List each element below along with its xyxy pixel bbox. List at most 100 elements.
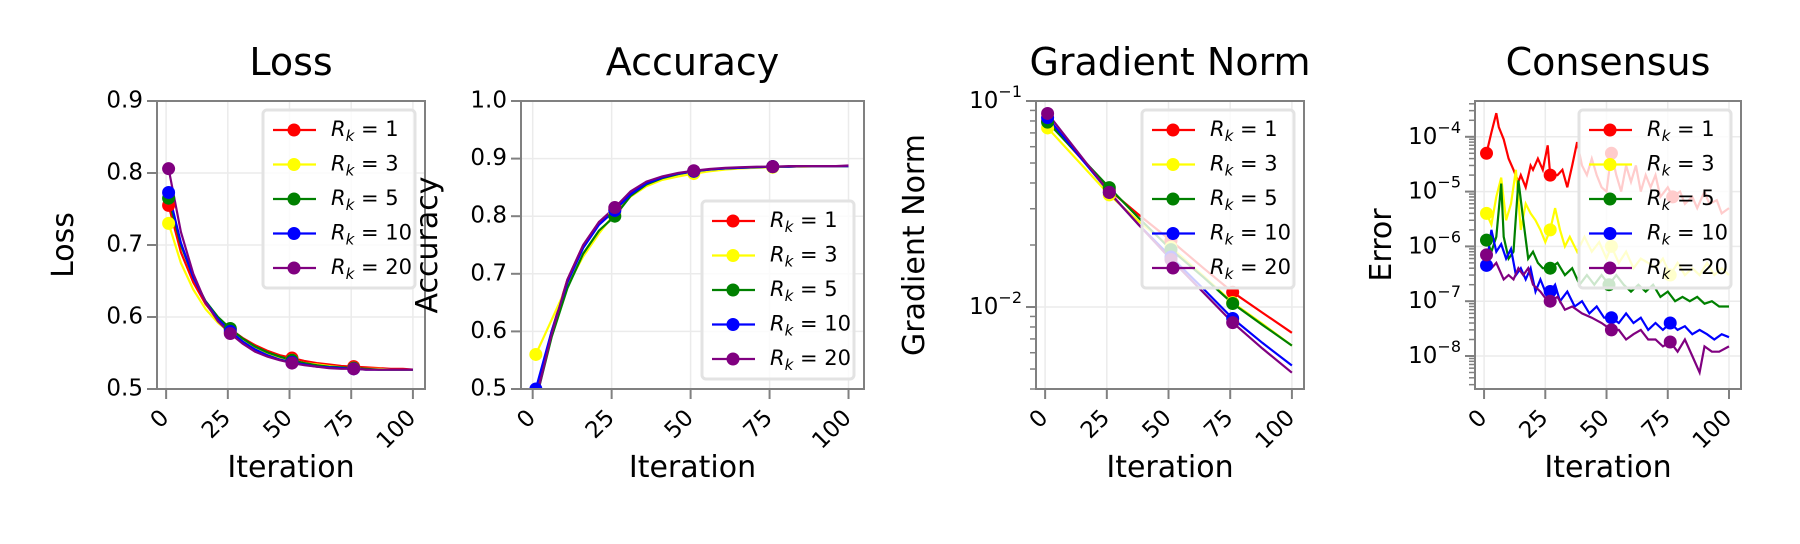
legend-marker — [726, 283, 740, 297]
legend-label: Rk = 1 — [331, 117, 399, 145]
x-tick-label: 75 — [1199, 405, 1238, 444]
x-tick-label: 25 — [1514, 405, 1553, 444]
x-tick-label: 75 — [739, 405, 778, 444]
x-tick-label: 25 — [1076, 405, 1115, 444]
legend-item-rk-1: Rk = 1 — [1589, 117, 1715, 145]
legend-item-rk-5: Rk = 5 — [712, 277, 838, 305]
series-marker-rk-3 — [529, 347, 543, 361]
chart-title: Consensus — [1506, 40, 1711, 84]
legend-item-rk-3: Rk = 3 — [273, 152, 399, 179]
x-axis-label: Iteration — [1544, 450, 1671, 485]
legend-item-rk-1: Rk = 1 — [712, 208, 838, 236]
series-marker-rk-20 — [766, 160, 780, 174]
legend-marker — [1166, 123, 1180, 137]
legend-marker — [1603, 123, 1617, 137]
plot-area — [529, 160, 849, 407]
legend-item-rk-10: Rk = 10 — [712, 312, 851, 340]
legend-label: Rk = 5 — [331, 186, 399, 214]
legend-item-rk-3: Rk = 3 — [1152, 152, 1278, 179]
axes-frame — [1035, 100, 1305, 390]
x-tick-label: 100 — [372, 405, 421, 454]
y-axis-label: Gradient Norm — [897, 134, 932, 356]
y-tick-label: 0.7 — [106, 232, 143, 258]
y-tick-label: 10−1 — [969, 82, 1022, 114]
y-tick-label: 10−8 — [1408, 337, 1461, 369]
legend-marker — [1166, 158, 1180, 171]
axes-frame — [520, 100, 865, 390]
x-tick-label: 0 — [512, 405, 541, 434]
chart-title: Accuracy — [606, 40, 780, 84]
x-tick-label: 50 — [1138, 405, 1177, 444]
series-marker-rk-1 — [1543, 168, 1557, 182]
legend-label: Rk = 10 — [331, 221, 412, 249]
x-tick-label: 0 — [1025, 405, 1054, 434]
y-axis-label: Accuracy — [410, 177, 445, 314]
legend-label: Rk = 1 — [770, 208, 838, 236]
x-axis-label: Iteration — [1106, 450, 1233, 485]
legend-label: Rk = 10 — [770, 312, 851, 340]
chart-title: Gradient Norm — [1029, 40, 1310, 84]
series-marker-rk-1 — [532, 388, 539, 389]
legend-item-rk-20: Rk = 20 — [712, 346, 851, 374]
x-tick-label: 100 — [1688, 405, 1737, 454]
x-tick-label: 75 — [1637, 405, 1676, 444]
series-marker-rk-3 — [1543, 223, 1557, 237]
y-axis-label: Loss — [46, 212, 81, 278]
legend-item-rk-10: Rk = 10 — [273, 221, 412, 249]
legend-marker — [287, 192, 301, 206]
series-marker-rk-5 — [529, 394, 542, 407]
x-tick-label: 75 — [320, 405, 359, 444]
y-tick-label: 10−2 — [969, 288, 1022, 320]
series-marker-rk-3 — [1480, 206, 1494, 220]
legend-label: Rk = 5 — [1210, 186, 1278, 214]
plot-area — [162, 162, 413, 376]
series-marker-rk-20 — [1226, 316, 1240, 330]
legend-label: Rk = 20 — [1210, 255, 1291, 283]
legend-item-rk-3: Rk = 3 — [712, 243, 838, 270]
legend-item-rk-20: Rk = 20 — [273, 255, 412, 283]
series-marker-rk-5 — [1480, 233, 1494, 247]
y-tick-label: 0.9 — [106, 88, 143, 114]
legend-marker — [287, 158, 301, 171]
legend-marker — [1603, 227, 1617, 240]
series-marker-rk-20 — [687, 164, 701, 178]
legend-label: Rk = 10 — [1210, 221, 1291, 249]
x-tick-label: 25 — [581, 405, 620, 444]
series-marker-rk-5 — [1226, 297, 1240, 311]
y-tick-label: 10−6 — [1408, 227, 1461, 259]
y-tick-label: 0.6 — [470, 318, 507, 344]
legend-frame — [1577, 108, 1733, 290]
series-marker-rk-20 — [1480, 248, 1494, 262]
x-tick-label: 100 — [1251, 405, 1300, 454]
legend-item-rk-1: Rk = 1 — [1152, 117, 1278, 145]
x-axis-label: Iteration — [227, 450, 354, 485]
legend-label: Rk = 10 — [1647, 221, 1728, 249]
x-tick-label: 0 — [146, 405, 175, 434]
legend-marker — [726, 352, 740, 366]
legend: Rk = 1 Rk = 3 Rk = 5 Rk = 10 Rk = 20 — [1577, 108, 1733, 290]
legend-item-rk-5: Rk = 5 — [1589, 186, 1715, 214]
legend-item-rk-20: Rk = 20 — [1589, 255, 1728, 283]
legend-marker — [287, 261, 301, 275]
y-tick-label: 10−7 — [1408, 282, 1461, 314]
x-tick-label: 100 — [807, 405, 856, 454]
legend-item-rk-20: Rk = 20 — [1152, 255, 1291, 283]
series-marker-rk-10 — [1663, 316, 1677, 330]
legend-item-rk-5: Rk = 5 — [1152, 186, 1278, 214]
series-marker-rk-3 — [162, 216, 176, 230]
panel-loss: 0 25 50 75 100 0.5 0.6 0.7 0.8 0.9 Loss Iteration Lo… — [46, 40, 426, 485]
legend-marker — [1603, 158, 1617, 171]
panel-consensus: 0 25 50 75 100 10−8 10−7 10−6 10−5 10−4 Consensus I… — [1364, 40, 1742, 485]
legend-frame — [1140, 108, 1296, 290]
series-marker-rk-20 — [1041, 106, 1055, 120]
series-marker-rk-20 — [529, 394, 542, 407]
series-marker-rk-10 — [1480, 258, 1494, 272]
chart-title: Loss — [249, 40, 332, 84]
y-tick-label: 10−4 — [1408, 117, 1461, 149]
y-tick-label: 10−5 — [1408, 172, 1461, 204]
series-line-rk-20 — [1485, 254, 1730, 377]
legend-label: Rk = 20 — [770, 346, 851, 374]
legend-label: Rk = 5 — [770, 277, 838, 305]
